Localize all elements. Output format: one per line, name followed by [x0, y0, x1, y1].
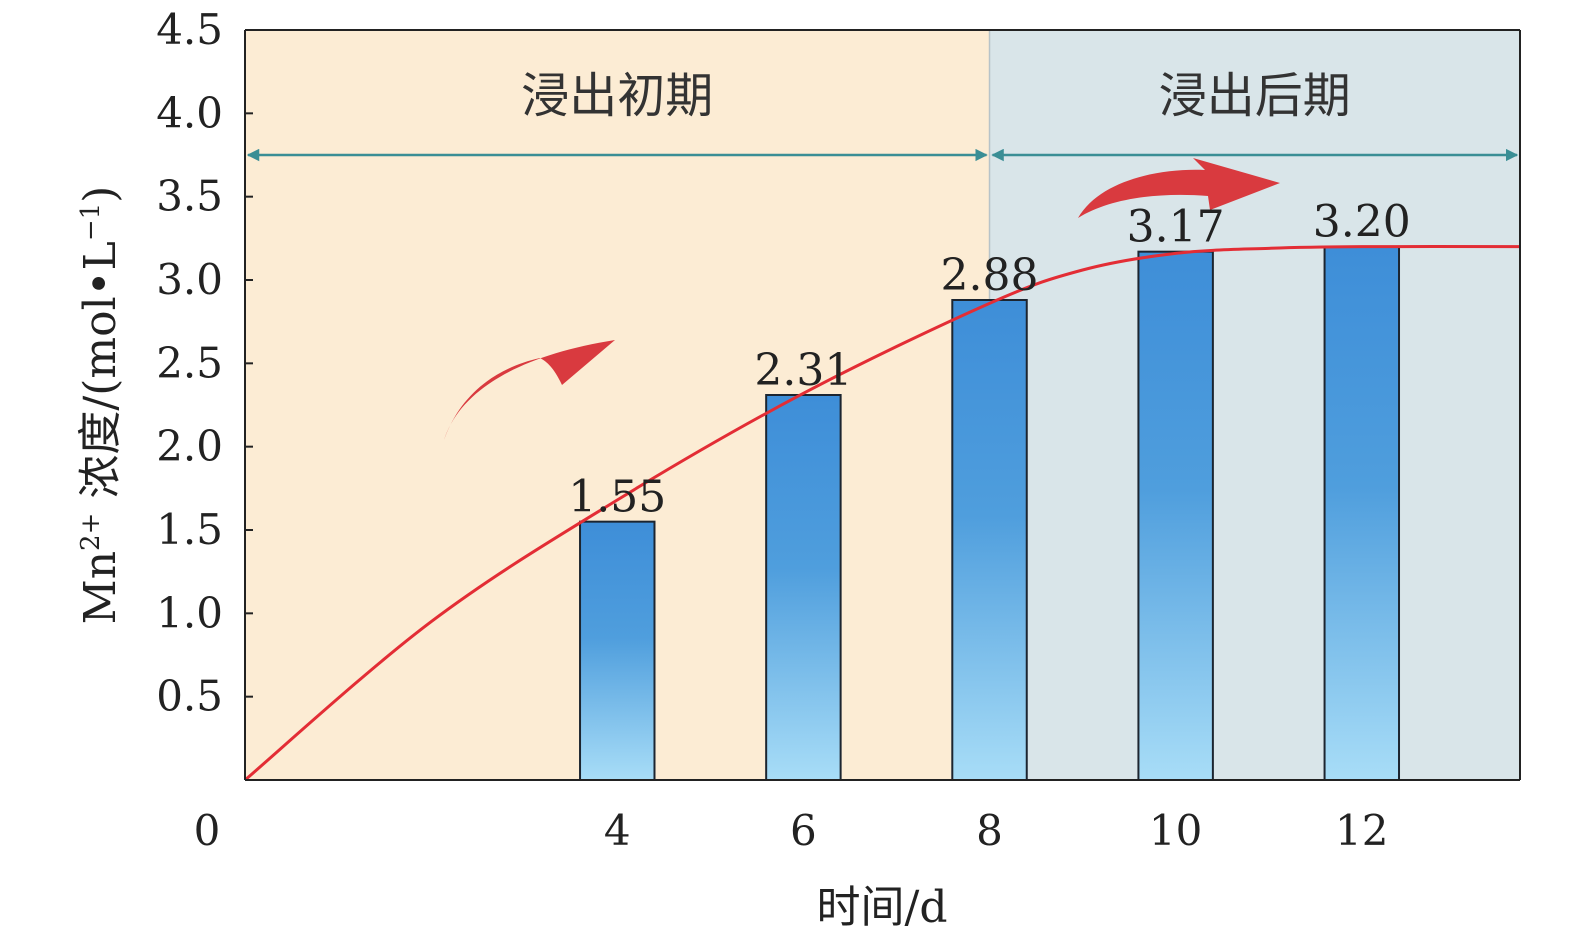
x-tick-label: 12	[1335, 806, 1388, 855]
x-tick-label: 4	[604, 806, 631, 855]
data-labels-layer: 1.55 2.31 2.88 3.17 3.20	[568, 197, 1410, 523]
y-tick-label: 2.0	[156, 422, 223, 471]
bar-12	[1323, 245, 1401, 781]
x-tick-label: 8	[976, 806, 1003, 855]
y-tick-label: 2.5	[156, 338, 223, 387]
bar-10	[1137, 250, 1214, 781]
bar-6	[765, 394, 842, 781]
x-axis-origin-label: 0	[194, 806, 221, 855]
y-axis-title-unit-superscript: −1	[76, 203, 106, 241]
bars-layer	[579, 245, 1401, 782]
bar-value-label-10: 3.17	[1127, 202, 1225, 253]
y-tick-label: 3.0	[156, 255, 223, 304]
bar-value-label-4: 1.55	[568, 472, 666, 523]
y-tick-label: 3.5	[156, 172, 223, 221]
y-axis-title-superscript: 2+	[76, 513, 106, 551]
region-label-2: 浸出后期	[1159, 68, 1351, 124]
bar-value-label-8: 2.88	[941, 250, 1039, 301]
y-tick-label: 1.5	[156, 505, 223, 554]
trend-line	[244, 245, 1521, 782]
plateau-trend-arrow	[1078, 158, 1280, 218]
region-background-2	[989, 30, 1520, 780]
y-ticks-layer: 0.5 1.0 1.5 2.0 2.5 3.0 3.5 4.0 4.5	[156, 5, 253, 721]
y-axis-title: Mn2+ 浓度/(mol•L−1)	[75, 186, 126, 625]
bar-value-label-12: 3.20	[1313, 197, 1411, 248]
y-axis-title-suffix: )	[75, 186, 126, 203]
region-label-1: 浸出初期	[521, 68, 713, 124]
bar-8	[951, 299, 1028, 781]
bar-value-label-6: 2.31	[754, 345, 852, 396]
x-tick-label: 10	[1149, 806, 1202, 855]
y-tick-label: 0.5	[156, 672, 223, 721]
x-ticks-layer: 4 6 8 10 12	[604, 806, 1389, 855]
x-axis-title: 时间/d	[817, 882, 948, 933]
y-tick-label: 4.5	[156, 5, 223, 54]
y-axis-title-prefix: Mn	[75, 551, 126, 624]
rising-trend-arrow	[444, 340, 615, 440]
y-tick-label: 4.0	[156, 88, 223, 137]
x-tick-label: 6	[790, 806, 817, 855]
y-axis-title-main: 浓度/(mol•L	[75, 241, 126, 512]
y-tick-label: 1.0	[156, 588, 223, 637]
bar-4	[579, 520, 656, 782]
